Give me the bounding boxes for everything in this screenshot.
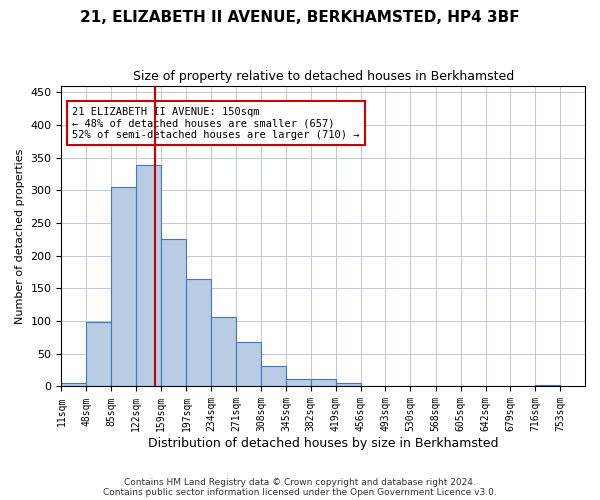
Title: Size of property relative to detached houses in Berkhamsted: Size of property relative to detached ho…: [133, 70, 514, 83]
Bar: [311, 378, 335, 386]
Text: 21, ELIZABETH II AVENUE, BERKHAMSTED, HP4 3BF: 21, ELIZABETH II AVENUE, BERKHAMSTED, HP…: [80, 10, 520, 25]
Bar: [286, 378, 311, 386]
Bar: [335, 382, 361, 386]
Bar: [187, 278, 211, 386]
X-axis label: Distribution of detached houses by size in Berkhamsted: Distribution of detached houses by size …: [148, 437, 499, 450]
Bar: [86, 322, 111, 386]
Bar: [136, 166, 161, 386]
Bar: [535, 384, 560, 386]
Bar: [111, 187, 136, 386]
Bar: [61, 383, 86, 386]
Y-axis label: Number of detached properties: Number of detached properties: [15, 148, 25, 324]
Bar: [211, 317, 236, 386]
Text: 21 ELIZABETH II AVENUE: 150sqm
← 48% of detached houses are smaller (657)
52% of: 21 ELIZABETH II AVENUE: 150sqm ← 48% of …: [72, 106, 359, 140]
Bar: [261, 366, 286, 386]
Text: Contains HM Land Registry data © Crown copyright and database right 2024.
Contai: Contains HM Land Registry data © Crown c…: [103, 478, 497, 497]
Bar: [161, 238, 187, 386]
Bar: [236, 342, 261, 386]
